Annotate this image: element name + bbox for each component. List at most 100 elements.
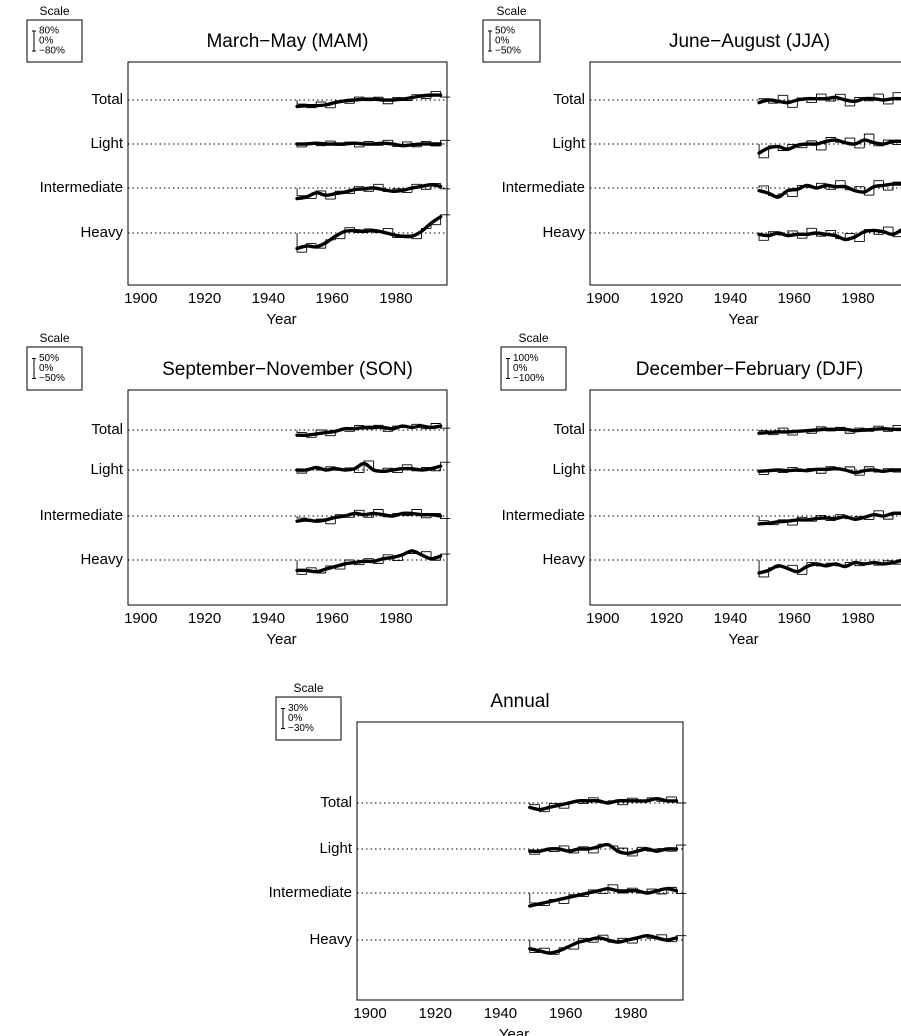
- x-tick-label: 1940: [714, 290, 747, 307]
- annual-step: [796, 516, 807, 526]
- annual-step: [844, 233, 855, 239]
- scale-label: 0%: [495, 36, 510, 47]
- annual-step: [568, 845, 579, 854]
- x-tick-label: 1920: [188, 290, 221, 307]
- row-label: Total: [553, 421, 585, 438]
- annual-step: [334, 514, 345, 524]
- scale-box: [482, 19, 541, 63]
- annual-step: [863, 186, 874, 196]
- annual-step: [854, 96, 865, 106]
- smooth-line: [757, 426, 901, 435]
- annual-step: [296, 560, 307, 575]
- smooth-line: [757, 466, 901, 475]
- annual-step: [883, 94, 894, 105]
- annual-step: [758, 430, 769, 432]
- plot-frame: [127, 389, 448, 606]
- annual-step: [440, 91, 451, 98]
- row-label: Intermediate: [269, 884, 352, 901]
- smooth-line: [757, 511, 901, 526]
- smooth-line: [295, 511, 443, 523]
- x-tick-label: 1940: [484, 1005, 517, 1022]
- annual-step: [758, 185, 769, 188]
- annual-step: [676, 935, 687, 942]
- annual-step: [787, 564, 798, 568]
- row-label: Heavy: [542, 551, 585, 568]
- x-tick-label: 1960: [315, 290, 348, 307]
- annual-step: [873, 180, 884, 196]
- x-tick-label: 1900: [586, 290, 619, 307]
- x-tick-label: 1960: [777, 610, 810, 627]
- row-label: Intermediate: [40, 507, 123, 524]
- annual-step: [627, 848, 638, 857]
- x-tick-label: 1900: [124, 290, 157, 307]
- scale-label: −80%: [39, 46, 65, 57]
- annual-step: [787, 230, 798, 236]
- annual-step: [296, 100, 307, 105]
- annual-step: [421, 228, 432, 239]
- scale-label: −100%: [513, 373, 545, 384]
- x-tick-label: 1960: [315, 610, 348, 627]
- annual-step: [568, 947, 579, 950]
- annual-step: [296, 233, 307, 253]
- scale-box: [26, 19, 83, 63]
- annual-step: [806, 562, 817, 575]
- annual-step: [873, 510, 884, 520]
- chart-title: September−November (SON): [162, 359, 413, 380]
- annual-step: [617, 845, 628, 849]
- scale-title: Scale: [39, 331, 69, 345]
- annual-step: [315, 190, 326, 199]
- x-tick-label: 1920: [650, 290, 683, 307]
- plot-frame: [356, 721, 684, 1001]
- annual-step: [758, 516, 769, 522]
- row-label: Heavy: [80, 551, 123, 568]
- x-tick-label: 1960: [549, 1005, 582, 1022]
- annual-step: [296, 188, 307, 197]
- row-label: Intermediate: [502, 507, 585, 524]
- row-label: Total: [91, 421, 123, 438]
- scale-label: 0%: [39, 363, 54, 374]
- x-tick-label: 1900: [124, 610, 157, 627]
- smooth-line: [757, 95, 901, 105]
- annual-step: [578, 937, 589, 950]
- annual-step: [636, 846, 648, 856]
- x-tick-label: 1960: [777, 290, 810, 307]
- scale-label: 0%: [288, 713, 303, 724]
- row-label: Light: [90, 461, 123, 478]
- scale-label: 0%: [39, 36, 54, 47]
- scale-label: −50%: [39, 373, 65, 384]
- row-label: Light: [552, 461, 585, 478]
- scale-box: [275, 696, 342, 741]
- row-label: Light: [552, 135, 585, 152]
- annual-step: [816, 182, 827, 188]
- x-tick-label: 1980: [379, 290, 412, 307]
- x-tick-label: 1980: [841, 610, 874, 627]
- smooth-line: [295, 141, 443, 148]
- annual-step: [617, 884, 628, 894]
- x-tick-label: 1940: [714, 610, 747, 627]
- annual-step: [363, 460, 374, 473]
- scale-box: [26, 346, 83, 391]
- chart-title: March−May (MAM): [206, 31, 368, 52]
- annual-step: [529, 940, 540, 954]
- scale-label: −30%: [288, 723, 314, 734]
- chart-title: Annual: [490, 691, 549, 712]
- annual-step: [796, 565, 807, 575]
- x-tick-label: 1920: [419, 1005, 452, 1022]
- scale-title: Scale: [293, 681, 323, 695]
- scale-label: 50%: [495, 26, 515, 37]
- x-tick-label: 1980: [841, 290, 874, 307]
- annual-step: [344, 430, 355, 432]
- x-tick-label: 1920: [188, 610, 221, 627]
- annual-step: [440, 553, 451, 561]
- x-axis-label: Year: [499, 1026, 529, 1036]
- smooth-line: [295, 461, 443, 474]
- row-label: Heavy: [309, 931, 352, 948]
- annual-step: [334, 238, 345, 240]
- smooth-line: [757, 228, 901, 242]
- row-label: Total: [320, 794, 352, 811]
- annual-step: [306, 243, 317, 253]
- scale-label: 50%: [39, 353, 59, 364]
- annual-step: [382, 554, 393, 564]
